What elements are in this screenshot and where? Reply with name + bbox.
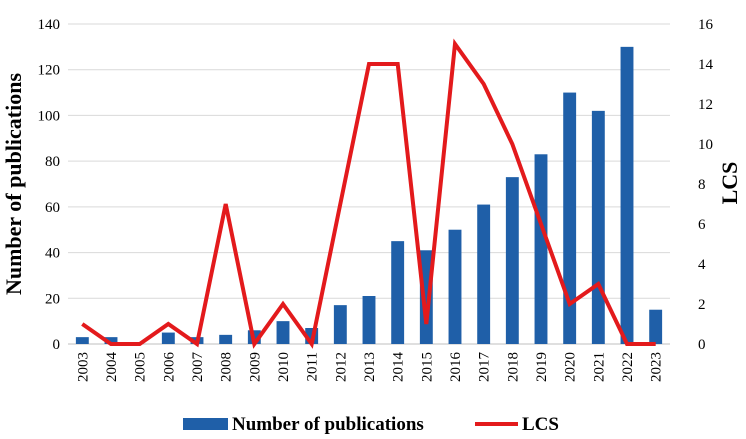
bar — [219, 334, 233, 344]
y-tick-left: 80 — [45, 154, 60, 170]
y-tick-left: 40 — [45, 246, 60, 262]
x-axis-ticks: 2003 2004 2005 2006 2007 2008 2009 2010 2011 2012… — [75, 352, 664, 383]
y-tick-left: 120 — [38, 63, 61, 79]
x-tick: 2017 — [477, 352, 493, 383]
bar-series — [75, 46, 663, 344]
legend-swatch-publications — [183, 418, 228, 430]
x-tick: 2015 — [419, 352, 435, 382]
x-tick: 2008 — [219, 352, 235, 382]
x-tick: 2022 — [620, 352, 636, 382]
right-axis-ticks: 0 2 4 6 8 10 12 14 16 — [698, 17, 714, 353]
bar — [534, 154, 548, 344]
y-tick-right: 6 — [698, 217, 706, 233]
x-tick: 2003 — [75, 352, 91, 382]
y-tick-left: 20 — [45, 291, 60, 307]
x-tick: 2006 — [161, 352, 177, 383]
legend-label-lcs: LCS — [522, 414, 559, 435]
x-tick: 2021 — [591, 352, 607, 382]
y-tick-right: 12 — [698, 97, 713, 113]
lcs-line — [81, 38, 656, 349]
bar — [591, 110, 605, 344]
x-tick: 2004 — [104, 352, 120, 383]
bar — [448, 229, 462, 344]
y-tick-left: 100 — [38, 108, 61, 124]
y-tick-right: 2 — [698, 297, 706, 313]
x-tick: 2005 — [133, 352, 149, 382]
x-tick: 2009 — [247, 352, 263, 382]
bar — [104, 337, 118, 344]
x-tick: 2011 — [305, 352, 321, 381]
bar — [75, 337, 89, 344]
y-tick-left: 0 — [53, 337, 61, 353]
line-series — [81, 38, 656, 349]
y-tick-right: 10 — [698, 137, 713, 153]
y-tick-left: 140 — [38, 17, 61, 33]
x-tick: 2019 — [534, 352, 550, 382]
bar — [620, 46, 634, 344]
x-tick: 2013 — [362, 352, 378, 382]
bar — [391, 241, 405, 344]
y-tick-right: 8 — [698, 177, 706, 193]
y-axis-title-right: LCS — [717, 162, 742, 205]
y-tick-right: 16 — [698, 17, 714, 33]
bar — [333, 305, 347, 344]
bar — [276, 321, 290, 344]
x-tick: 2023 — [649, 352, 665, 382]
left-axis-ticks: 0 20 40 60 80 100 120 140 — [38, 17, 61, 353]
x-tick: 2018 — [505, 352, 521, 382]
bar — [477, 204, 491, 344]
legend: Number of publications LCS — [183, 414, 559, 435]
bar — [505, 177, 519, 344]
x-tick: 2016 — [448, 352, 464, 383]
x-tick: 2014 — [391, 352, 407, 383]
x-tick: 2020 — [563, 352, 579, 382]
y-axis-title-left: Number of publications — [1, 73, 26, 296]
bar — [563, 92, 577, 344]
y-tick-right: 14 — [698, 57, 714, 73]
y-tick-right: 0 — [698, 337, 706, 353]
bar — [362, 296, 376, 344]
x-tick: 2012 — [333, 352, 349, 382]
bar — [649, 309, 663, 344]
legend-label-publications: Number of publications — [232, 414, 424, 435]
y-tick-right: 4 — [698, 257, 706, 273]
x-tick: 2010 — [276, 352, 292, 382]
bar — [161, 332, 175, 344]
y-tick-left: 60 — [45, 200, 60, 216]
x-tick: 2007 — [190, 352, 206, 383]
